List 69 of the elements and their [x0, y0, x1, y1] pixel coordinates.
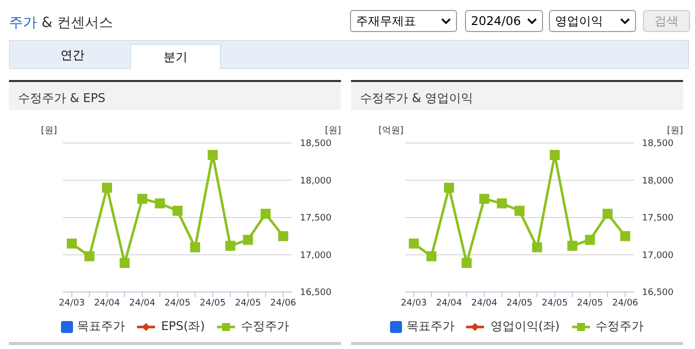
text: 검색	[643, 10, 690, 32]
text: 연간	[60, 47, 86, 64]
point	[479, 194, 490, 204]
point	[496, 198, 507, 208]
text: 영업이익	[555, 12, 603, 30]
y-axis-title: [원]	[40, 125, 58, 137]
y2-tick-label: 18,000	[300, 176, 332, 186]
y2-tick-label: 17,000	[642, 250, 674, 261]
x-tick-label: 24/05	[164, 298, 190, 308]
point	[462, 258, 472, 268]
point	[137, 194, 148, 204]
x-tick-label: 24/05	[542, 298, 568, 308]
point	[190, 242, 200, 252]
x-tick-label: 24/04	[471, 298, 498, 308]
x-tick-label: 24/04	[436, 298, 462, 308]
y2-tick-label: 16,500	[642, 288, 674, 298]
text: 주가 & 컨센서스	[9, 14, 113, 32]
point	[154, 198, 165, 208]
y2-tick-label: 18,500	[300, 139, 332, 150]
point	[444, 182, 454, 193]
text: 주재무제표	[356, 12, 416, 30]
chart-title: 수정주가 & EPS	[9, 80, 341, 110]
point	[567, 240, 578, 251]
point	[602, 208, 613, 219]
x-tick-label: 24/04	[94, 298, 120, 308]
y2-tick-label: 17,000	[300, 250, 332, 261]
y2-axis-title: [원]	[666, 125, 683, 137]
point	[260, 208, 271, 219]
y2-tick-label: 17,500	[300, 214, 332, 224]
point	[550, 150, 560, 160]
point	[514, 206, 524, 216]
point	[532, 242, 542, 252]
point	[120, 258, 130, 268]
point	[66, 238, 77, 249]
point	[242, 234, 253, 245]
x-tick-label: 24/06	[270, 298, 296, 308]
y2-tick-label: 17,500	[642, 214, 674, 224]
point	[426, 251, 436, 262]
legend-label: 목표주가	[77, 318, 126, 335]
point	[584, 234, 595, 245]
point	[102, 182, 112, 193]
x-tick-label: 24/05	[234, 298, 261, 308]
point	[225, 240, 236, 251]
y2-tick-label: 18,500	[642, 139, 674, 150]
y2-axis-title: [원]	[324, 125, 341, 137]
legend-label: 수정주가	[240, 318, 289, 335]
y2-tick-label: 16,500	[300, 288, 332, 298]
point	[278, 231, 288, 242]
x-tick-label: 24/03	[400, 298, 427, 308]
text: 2024/06	[471, 14, 521, 28]
x-tick-label: 24/04	[129, 298, 156, 308]
point	[620, 231, 630, 242]
point	[172, 206, 182, 216]
point	[84, 251, 94, 262]
text: 분기	[130, 44, 221, 70]
point	[208, 150, 218, 160]
x-tick-label: 24/06	[612, 298, 638, 308]
x-tick-label: 24/05	[506, 298, 532, 308]
x-tick-label: 24/05	[200, 298, 226, 308]
y-axis-title: [억원]	[377, 125, 405, 137]
y2-tick-label: 18,000	[642, 176, 674, 186]
legend-label: 목표주가	[406, 318, 454, 335]
point	[408, 238, 419, 249]
legend-label: EPS(좌)	[161, 318, 205, 335]
legend-label: 영업이익(좌)	[490, 318, 560, 335]
x-tick-label: 24/03	[58, 298, 85, 308]
x-tick-label: 24/05	[576, 298, 603, 308]
chart-title: 수정주가 & 영업이익	[351, 80, 683, 110]
legend-label: 수정주가	[596, 318, 644, 335]
